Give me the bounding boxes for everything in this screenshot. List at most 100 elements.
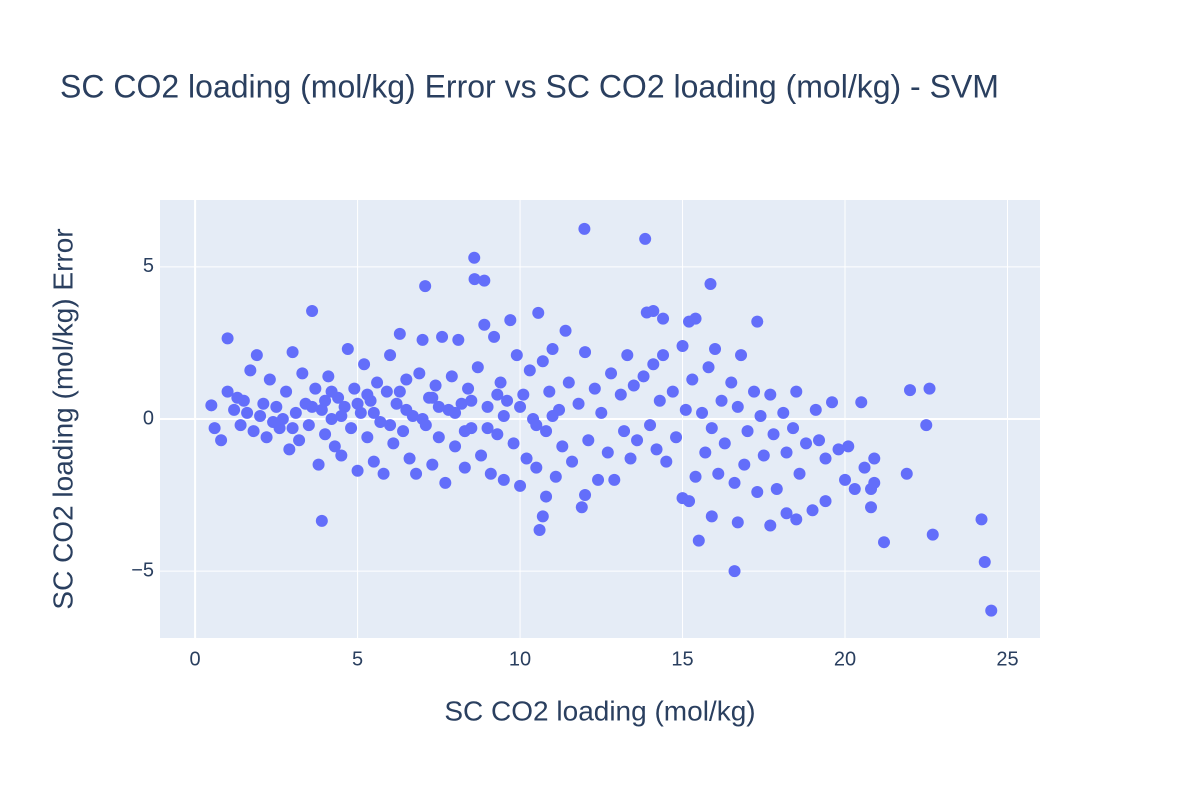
scatter-point bbox=[263, 373, 276, 386]
scatter-point bbox=[605, 367, 618, 380]
scatter-point bbox=[358, 358, 371, 371]
scatter-point bbox=[848, 482, 861, 495]
scatter-point bbox=[403, 452, 416, 465]
scatter-point bbox=[692, 534, 705, 547]
scatter-point bbox=[608, 473, 621, 486]
scatter-point bbox=[985, 604, 998, 617]
scatter-point bbox=[731, 516, 744, 529]
y-tick-label: −5 bbox=[131, 559, 154, 581]
scatter-point bbox=[270, 400, 283, 413]
scatter-point bbox=[429, 379, 442, 392]
scatter-point bbox=[354, 406, 367, 419]
scatter-point bbox=[234, 419, 247, 432]
scatter-point bbox=[696, 406, 709, 419]
scatter-point bbox=[770, 482, 783, 495]
scatter-point bbox=[302, 419, 315, 432]
scatter-point bbox=[806, 504, 819, 517]
scatter-point bbox=[514, 479, 527, 492]
scatter-point bbox=[367, 455, 380, 468]
scatter-point bbox=[819, 495, 832, 508]
scatter-point bbox=[387, 437, 400, 450]
scatter-point bbox=[572, 397, 585, 410]
scatter-point bbox=[666, 385, 679, 398]
scatter-point bbox=[689, 312, 702, 325]
scatter-point bbox=[215, 434, 228, 447]
scatter-point bbox=[341, 343, 354, 356]
scatter-point bbox=[735, 349, 748, 362]
scatter-point bbox=[540, 425, 553, 438]
scatter-point bbox=[497, 409, 510, 422]
scatter-point bbox=[578, 222, 591, 235]
scatter-point bbox=[517, 388, 530, 401]
scatter-point bbox=[432, 431, 445, 444]
scatter-point bbox=[250, 349, 263, 362]
scatter-point bbox=[670, 431, 683, 444]
scatter-point bbox=[647, 358, 660, 371]
scatter-point bbox=[276, 413, 289, 425]
scatter-point bbox=[549, 470, 562, 483]
scatter-point bbox=[416, 413, 429, 425]
scatter-point bbox=[780, 507, 793, 520]
scatter-point bbox=[728, 565, 741, 578]
scatter-point bbox=[293, 434, 306, 447]
scatter-point bbox=[439, 476, 452, 489]
scatter-point bbox=[536, 355, 549, 368]
scatter-point bbox=[361, 388, 374, 401]
scatter-point bbox=[546, 343, 559, 356]
scatter-point bbox=[208, 422, 221, 435]
scatter-point bbox=[530, 419, 543, 432]
scatter-point bbox=[868, 476, 881, 489]
scatter-point bbox=[842, 440, 855, 453]
scatter-point bbox=[582, 434, 595, 447]
scatter-point bbox=[377, 467, 390, 480]
grid bbox=[160, 200, 1040, 638]
scatter-point bbox=[416, 333, 429, 346]
scatter-point bbox=[631, 434, 644, 447]
scatter-point bbox=[484, 467, 497, 480]
x-tick-label: 15 bbox=[671, 648, 693, 670]
scatter-point bbox=[481, 400, 494, 413]
scatter-point bbox=[793, 467, 806, 480]
scatter-point bbox=[751, 486, 764, 498]
scatter-point bbox=[491, 388, 504, 401]
scatter-point bbox=[787, 422, 800, 435]
scatter-point bbox=[488, 330, 501, 343]
scatter-point bbox=[449, 440, 462, 453]
scatter-point bbox=[657, 349, 670, 362]
scatter-point bbox=[712, 467, 725, 480]
scatter-point bbox=[335, 409, 348, 422]
scatter-point bbox=[254, 409, 267, 422]
scatter-point bbox=[241, 406, 254, 419]
scatter-point bbox=[361, 431, 374, 444]
scatter-point bbox=[312, 458, 325, 471]
scatter-point bbox=[702, 361, 715, 374]
scatter-point bbox=[458, 461, 471, 474]
scatter-point bbox=[780, 446, 793, 459]
scatter-point bbox=[686, 373, 699, 386]
scatter-point bbox=[328, 440, 341, 453]
scatter-point bbox=[523, 364, 536, 377]
scatter-point bbox=[286, 346, 299, 359]
scatter-point bbox=[393, 385, 406, 398]
scatter-point bbox=[400, 373, 413, 386]
scatter-point bbox=[491, 428, 504, 441]
scatter-point bbox=[738, 458, 751, 471]
scatter-point bbox=[588, 382, 601, 395]
scatter-point bbox=[221, 332, 234, 345]
scatter-point bbox=[530, 461, 543, 474]
scatter-point bbox=[426, 391, 439, 404]
scatter-point bbox=[644, 419, 657, 432]
scatter-point bbox=[367, 406, 380, 419]
scatter-point bbox=[637, 370, 650, 383]
scatter-point bbox=[315, 403, 328, 416]
scatter-point bbox=[497, 473, 510, 486]
y-axis-title: SC CO2 loading (mol/kg) Error bbox=[47, 228, 78, 609]
scatter-point bbox=[764, 388, 777, 401]
scatter-point bbox=[267, 416, 280, 429]
scatter-point bbox=[351, 464, 364, 477]
scatter-point bbox=[777, 406, 790, 419]
scatter-point bbox=[449, 406, 462, 419]
scatter-point bbox=[481, 422, 494, 435]
scatter-point bbox=[471, 361, 484, 374]
